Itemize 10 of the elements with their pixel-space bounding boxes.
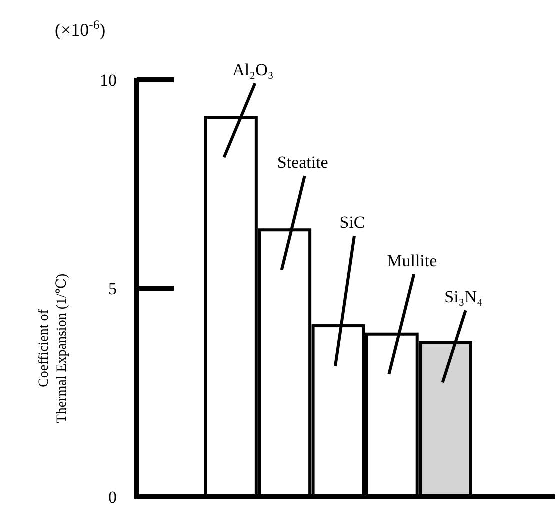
x-tick-label: Si₃N₄ bbox=[444, 288, 484, 307]
text: (×10$^{-6}$) bbox=[55, 18, 106, 40]
x-tick-label: Steatite bbox=[277, 153, 328, 172]
y-axis-title: Coefficient of Thermal Expansion (1/℃) bbox=[37, 273, 70, 424]
x-tick-label: SiC bbox=[340, 213, 366, 232]
x-tick-label: Al₂O₃ bbox=[232, 60, 274, 80]
y-tick-label: 10 bbox=[100, 70, 117, 90]
y-tick-label: 0 bbox=[108, 488, 117, 507]
y-tick-label: 5 bbox=[108, 279, 117, 298]
x-tick-label: Mullite bbox=[387, 251, 438, 270]
